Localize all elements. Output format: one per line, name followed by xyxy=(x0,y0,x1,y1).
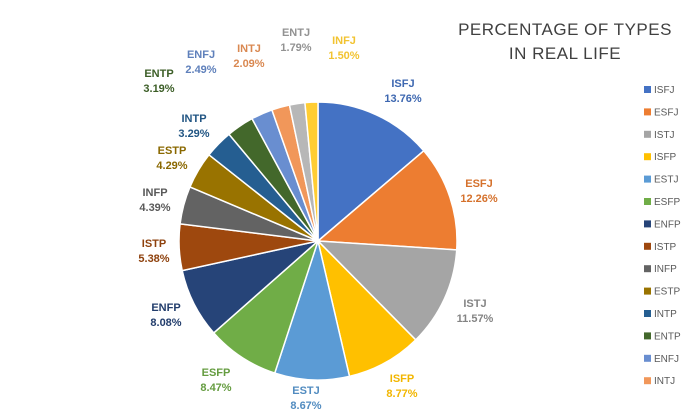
data-label-name-entj: ENTJ xyxy=(282,27,310,39)
chart-title-line-2: IN REAL LIFE xyxy=(509,44,621,63)
data-label-name-isfp: ISFP xyxy=(390,373,414,385)
data-label-name-intj: INTJ xyxy=(237,43,261,55)
legend-label-enfj: ENFJ xyxy=(654,354,679,365)
legend-swatch-isfp xyxy=(644,153,651,161)
legend-swatch-esfp xyxy=(644,198,651,205)
data-label-name-estj: ESTJ xyxy=(292,385,320,397)
data-label-name-istp: ISTP xyxy=(142,238,166,250)
legend-label-istj: ISTJ xyxy=(654,130,675,141)
data-label-name-enfj: ENFJ xyxy=(187,49,215,61)
legend-label-intp: INTP xyxy=(654,309,677,320)
data-label-value-enfj: 2.49% xyxy=(185,64,216,76)
legend-label-infp: INFP xyxy=(654,264,677,275)
data-label-name-istj: ISTJ xyxy=(463,298,486,310)
legend-swatch-enfj xyxy=(644,354,651,362)
chart-title-line-1: PERCENTAGE OF TYPES xyxy=(458,20,672,39)
legend-swatch-esfj xyxy=(644,108,651,116)
data-label-value-infp: 4.39% xyxy=(139,202,170,214)
legend-swatch-isfj xyxy=(644,86,651,93)
legend-label-isfp: ISFP xyxy=(654,152,677,163)
data-label-value-istp: 5.38% xyxy=(138,253,169,265)
data-label-name-esfp: ESFP xyxy=(202,367,231,379)
data-label-name-enfp: ENFP xyxy=(151,302,180,314)
data-label-value-esfj: 12.26% xyxy=(460,193,498,205)
pie-slice-isfj xyxy=(317,101,425,243)
data-label-value-enfp: 8.08% xyxy=(150,317,181,329)
legend-swatch-enfp xyxy=(644,220,651,228)
data-label-value-isfp: 8.77% xyxy=(386,388,417,400)
legend-label-esfj: ESFJ xyxy=(654,107,678,118)
legend-swatch-estp xyxy=(644,287,651,295)
data-label-value-entj: 1.79% xyxy=(280,42,311,54)
legend-swatch-estj xyxy=(644,175,651,183)
data-label-value-istj: 11.57% xyxy=(457,313,494,325)
legend-swatch-intj xyxy=(644,377,651,385)
legend-label-estp: ESTP xyxy=(654,287,680,298)
data-label-name-infp: INFP xyxy=(142,187,167,199)
data-label-name-estp: ESTP xyxy=(158,145,187,157)
legend-swatch-intp xyxy=(644,310,651,317)
legend-swatch-istj xyxy=(644,130,651,138)
data-label-value-entp: 3.19% xyxy=(143,83,174,95)
legend-label-enfp: ENFP xyxy=(654,219,681,230)
data-label-value-estj: 8.67% xyxy=(290,400,321,412)
data-label-value-intj: 2.09% xyxy=(233,58,264,70)
data-label-name-infj: INFJ xyxy=(332,35,356,47)
data-label-name-entp: ENTP xyxy=(144,68,173,80)
slices-layer xyxy=(178,101,458,381)
legend-label-esfp: ESFP xyxy=(654,197,680,208)
data-label-name-intp: INTP xyxy=(181,113,206,125)
data-label-value-estp: 4.29% xyxy=(156,160,187,172)
data-label-value-infj: 1.50% xyxy=(328,50,359,62)
legend-swatch-infp xyxy=(644,265,651,273)
data-label-name-isfj: ISFJ xyxy=(391,78,414,90)
pie-slice-infj xyxy=(304,101,319,242)
pie-slice-istj xyxy=(316,240,458,341)
data-label-name-esfj: ESFJ xyxy=(465,178,493,190)
data-label-value-esfp: 8.47% xyxy=(200,382,231,394)
legend-label-isfj: ISFJ xyxy=(654,85,675,96)
labels-layer: ISFJ 13.76% ESFJ 12.26% ISTJ 11.57% ISFP 8.77% E… xyxy=(138,27,497,412)
legend-swatch-istp xyxy=(644,242,651,250)
chart-title: PERCENTAGE OF TYPES IN REAL LIFE xyxy=(458,20,672,63)
data-label-value-intp: 3.29% xyxy=(178,128,209,140)
legend: ISFJ ESFJ ISTJ ISFP ESTJ ESFP ENFP ISTP INFP ESTP… xyxy=(644,85,681,387)
legend-label-entp: ENTP xyxy=(654,331,681,342)
legend-label-estj: ESTJ xyxy=(654,175,678,186)
pie-slice-esfj xyxy=(316,149,458,251)
legend-label-intj: INTJ xyxy=(654,376,675,387)
data-label-value-isfj: 13.76% xyxy=(384,93,422,105)
legend-swatch-entp xyxy=(644,332,651,340)
legend-label-istp: ISTP xyxy=(654,242,677,253)
